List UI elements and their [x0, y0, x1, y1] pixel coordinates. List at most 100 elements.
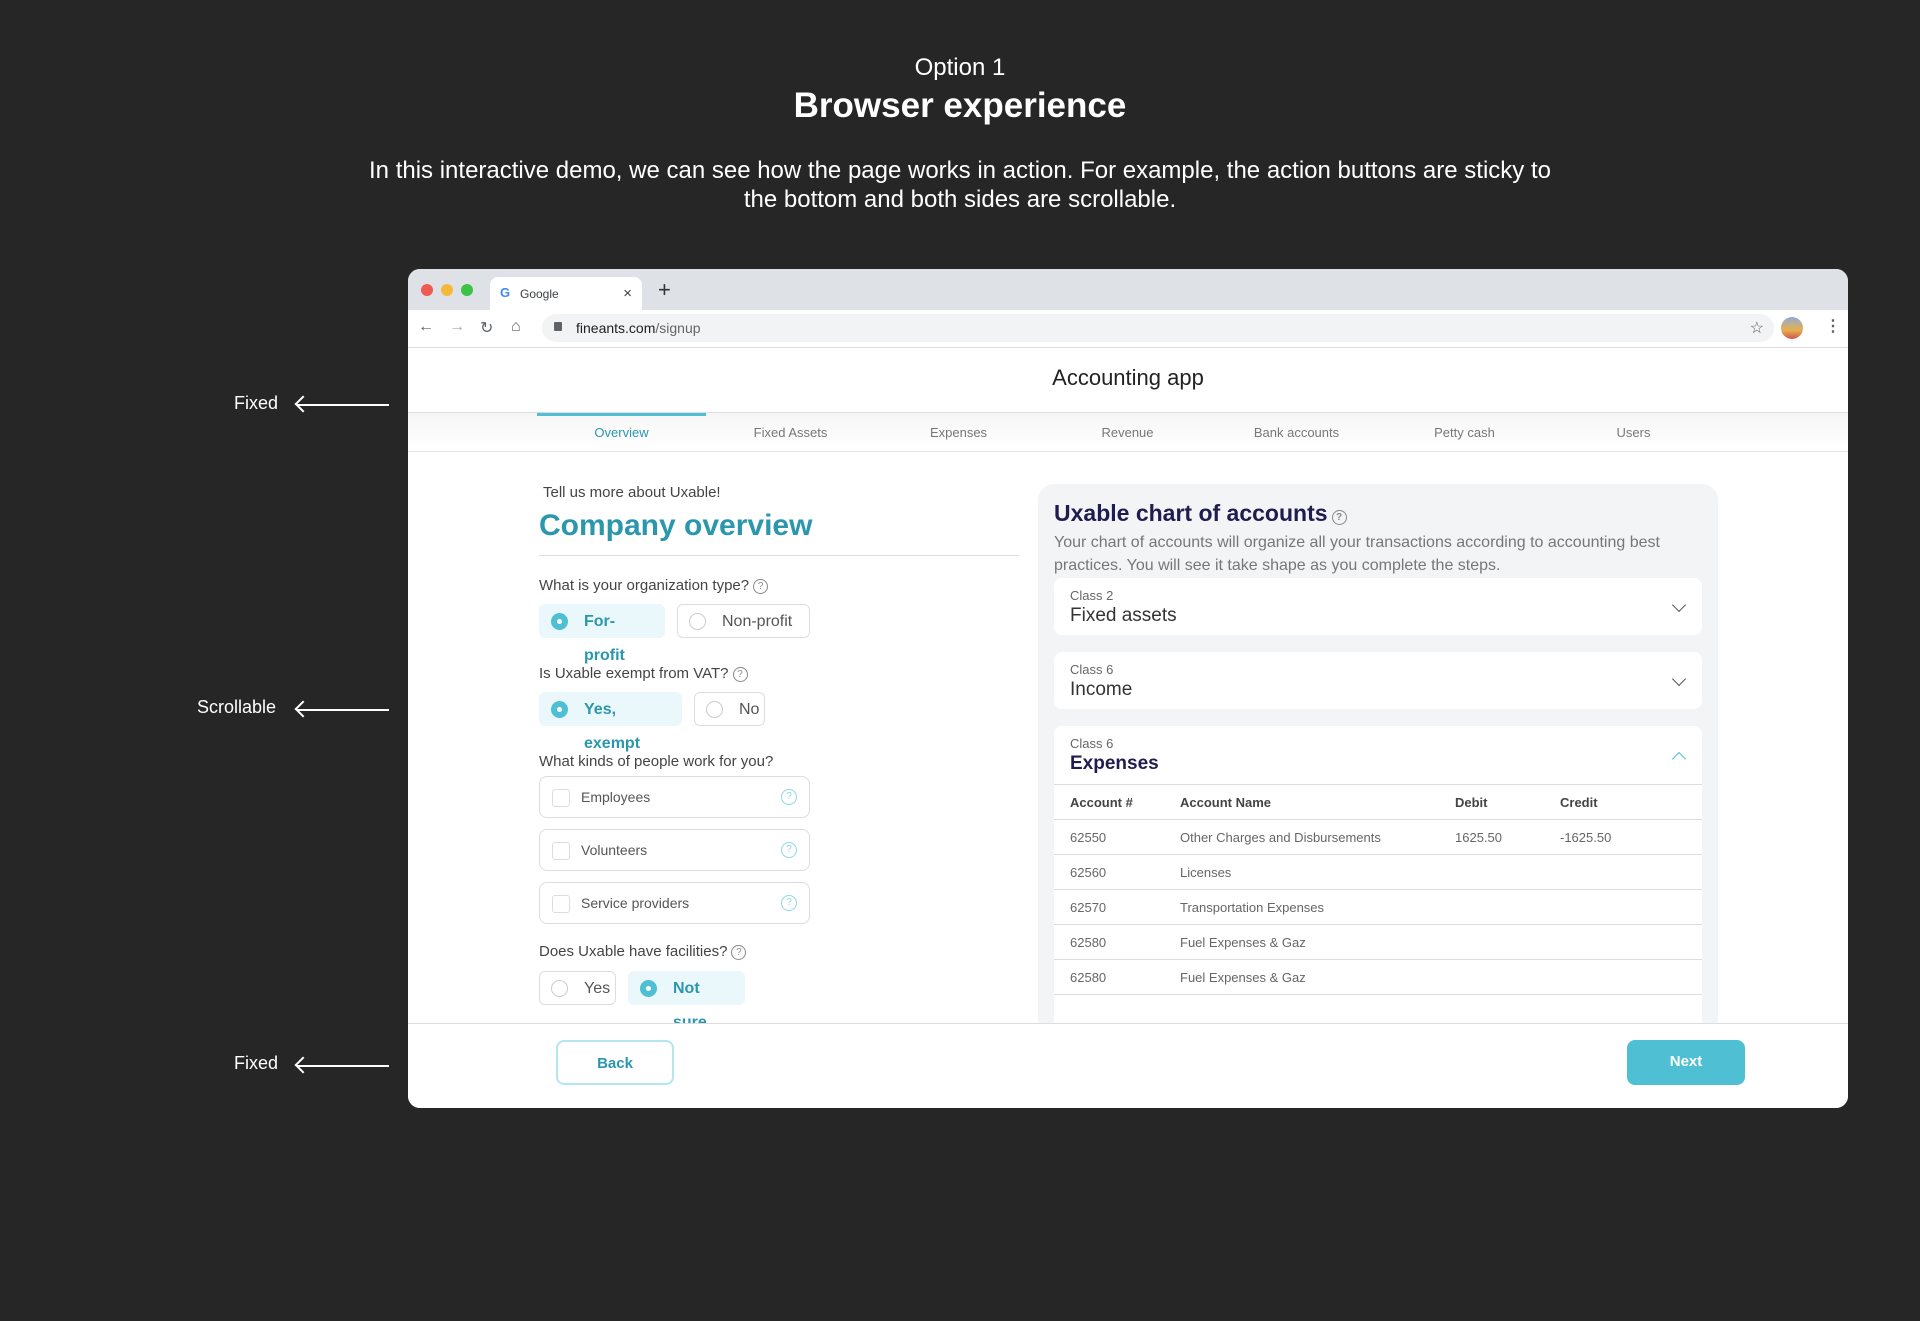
- help-icon[interactable]: ?: [1331, 510, 1347, 525]
- column-header: Credit: [1544, 784, 1702, 820]
- annotation-fixed-top: Fixed: [234, 393, 279, 413]
- table-cell: 62570: [1054, 889, 1164, 925]
- reload-icon[interactable]: ↻: [480, 320, 494, 337]
- help-icon[interactable]: ?: [732, 667, 748, 682]
- minimize-window-button[interactable]: [441, 284, 453, 296]
- radio-non-profit[interactable]: Non-profit: [677, 604, 810, 638]
- checkbox-icon: [552, 895, 570, 913]
- class-label: Class 6: [1070, 662, 1114, 677]
- question-vat: Is Uxable exempt from VAT??: [539, 665, 748, 682]
- help-icon[interactable]: ?: [781, 895, 797, 911]
- help-icon[interactable]: ?: [781, 789, 797, 805]
- next-button[interactable]: Next: [1627, 1040, 1745, 1085]
- help-icon[interactable]: ?: [781, 842, 797, 858]
- help-icon[interactable]: ?: [731, 945, 747, 960]
- annotation-scrollable: Scrollable: [197, 697, 277, 717]
- checkbox-employees[interactable]: Employees?: [539, 776, 810, 818]
- column-header: Account Name: [1164, 784, 1439, 820]
- checkbox-icon: [552, 789, 570, 807]
- radio-yes[interactable]: Yes: [539, 971, 616, 1005]
- app-title: Accounting app: [1052, 365, 1204, 390]
- radio-for-profit[interactable]: For-profit: [539, 604, 665, 664]
- question-facilities: Does Uxable have facilities??: [539, 943, 747, 960]
- radio-not-sure[interactable]: Not sure: [628, 971, 745, 1031]
- lock-icon: [554, 322, 562, 331]
- tab-bank-accounts[interactable]: Bank accounts: [1253, 425, 1340, 440]
- arrow-left-icon: [297, 404, 389, 406]
- question-org-type: What is your organization type??: [539, 577, 769, 594]
- section-name: Expenses: [1070, 753, 1159, 774]
- option-label: Option 1: [914, 54, 1006, 81]
- table-cell: Other Charges and Disbursements: [1164, 819, 1439, 855]
- browser-tab[interactable]: G Google ×: [490, 277, 642, 310]
- tab-petty-cash[interactable]: Petty cash: [1434, 425, 1495, 440]
- avatar[interactable]: [1781, 317, 1803, 339]
- table-row[interactable]: 62560 Licenses: [1054, 854, 1702, 890]
- url-domain: fineants.com: [576, 320, 656, 336]
- tab-users[interactable]: Users: [1616, 425, 1651, 440]
- sticky-footer: Back Next: [408, 1023, 1848, 1108]
- table-cell: [1544, 889, 1702, 925]
- form-intro: Tell us more about Uxable!: [543, 484, 721, 501]
- table-cell: Transportation Expenses: [1164, 889, 1439, 925]
- table-cell: 1625.50: [1439, 819, 1544, 855]
- app-tabs: Overview Fixed Assets Expenses Revenue B…: [408, 412, 1848, 452]
- tab-fixed-assets[interactable]: Fixed Assets: [753, 425, 828, 440]
- maximize-window-button[interactable]: [461, 284, 473, 296]
- home-icon[interactable]: ⌂: [511, 318, 521, 335]
- table-cell: Fuel Expenses & Gaz: [1164, 959, 1439, 995]
- accordion-fixed-assets[interactable]: Class 2 Fixed assets: [1054, 578, 1702, 635]
- radio-no[interactable]: No: [694, 692, 765, 726]
- checkbox-label: Service providers: [581, 895, 690, 911]
- page-title: Browser experience: [793, 86, 1127, 125]
- section-name: Fixed assets: [1070, 605, 1177, 626]
- checkbox-label: Volunteers: [581, 842, 648, 858]
- back-button[interactable]: Back: [556, 1040, 674, 1085]
- table-cell: [1544, 854, 1702, 890]
- new-tab-button[interactable]: +: [658, 277, 671, 302]
- tab-revenue[interactable]: Revenue: [1101, 425, 1154, 440]
- radio-yes-exempt[interactable]: Yes, exempt: [539, 692, 682, 752]
- table-cell: [1439, 889, 1544, 925]
- table-cell: Fuel Expenses & Gaz: [1164, 924, 1439, 960]
- tab-overview[interactable]: Overview: [537, 413, 706, 452]
- checkbox-service-providers[interactable]: Service providers?: [539, 882, 810, 924]
- back-arrow-icon[interactable]: ←: [418, 318, 434, 335]
- table-cell: [1439, 924, 1544, 960]
- section-name: Income: [1070, 679, 1133, 700]
- table-row[interactable]: 62580 Fuel Expenses & Gaz: [1054, 959, 1702, 995]
- table-cell: -1625.50: [1544, 819, 1702, 855]
- table-row[interactable]: 62570 Transportation Expenses: [1054, 889, 1702, 925]
- star-icon[interactable]: ☆: [1749, 320, 1764, 337]
- chart-of-accounts-panel[interactable]: Uxable chart of accounts? Your chart of …: [1038, 484, 1718, 1044]
- tab-expenses[interactable]: Expenses: [929, 425, 988, 440]
- page-description: In this interactive demo, we can see how…: [369, 157, 1551, 213]
- table-cell: [1439, 854, 1544, 890]
- class-label: Class 2: [1070, 588, 1114, 603]
- accounts-table: Account # Account Name Debit Credit 6255…: [1054, 784, 1702, 995]
- close-tab-icon[interactable]: ×: [623, 285, 632, 302]
- chevron-down-icon[interactable]: [1671, 597, 1687, 613]
- checkbox-label: Employees: [581, 789, 651, 805]
- table-cell: [1544, 959, 1702, 995]
- accordion-income[interactable]: Class 6 Income: [1054, 652, 1702, 709]
- url-path: /signup: [655, 320, 701, 336]
- close-window-button[interactable]: [421, 284, 433, 296]
- forward-arrow-icon[interactable]: →: [449, 318, 465, 335]
- menu-dots-icon[interactable]: ⋮: [1825, 318, 1841, 335]
- help-icon[interactable]: ?: [753, 579, 769, 594]
- url-input[interactable]: fineants.com/signup ☆: [542, 314, 1774, 342]
- chevron-down-icon[interactable]: [1671, 671, 1687, 687]
- accordion-expenses[interactable]: Class 6 Expenses Account # Account Name …: [1054, 726, 1702, 1044]
- browser-tab-title: Google: [520, 287, 559, 301]
- chevron-up-icon[interactable]: [1671, 751, 1687, 767]
- checkbox-volunteers[interactable]: Volunteers?: [539, 829, 810, 871]
- chart-description: Your chart of accounts will organize all…: [1054, 534, 1660, 574]
- question-people: What kinds of people work for you?: [539, 753, 774, 770]
- chart-title: Uxable chart of accounts?: [1054, 500, 1347, 527]
- table-row[interactable]: 62580 Fuel Expenses & Gaz: [1054, 924, 1702, 960]
- arrow-left-icon: [297, 709, 389, 711]
- table-row[interactable]: 62550 Other Charges and Disbursements 1625…: [1054, 819, 1702, 855]
- table-cell: Licenses: [1164, 854, 1439, 890]
- google-icon: G: [500, 285, 511, 300]
